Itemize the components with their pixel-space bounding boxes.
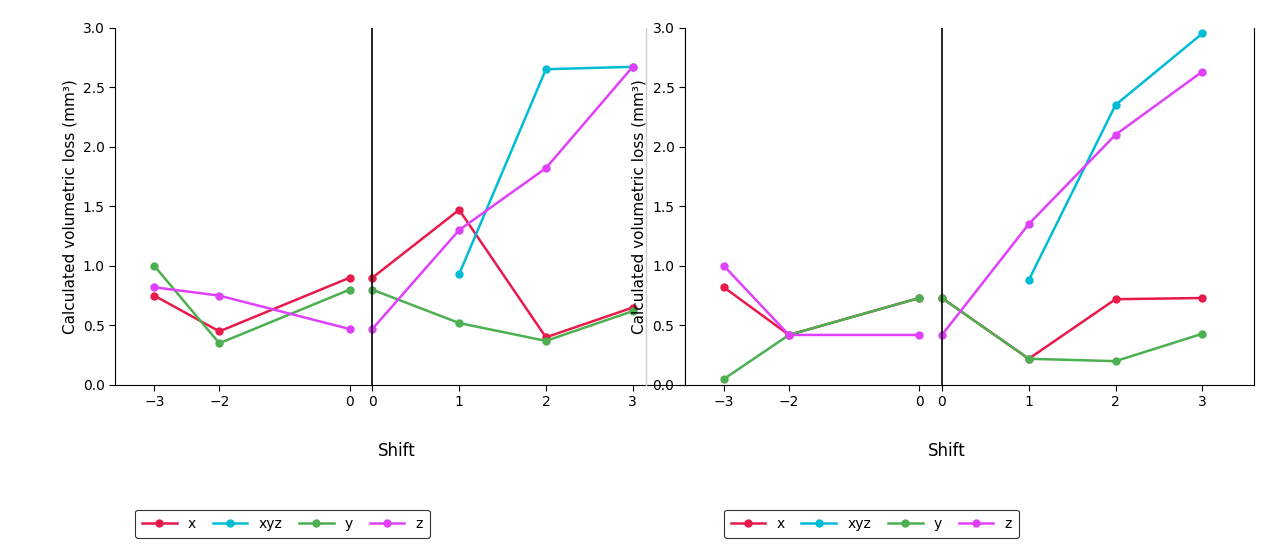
y [539,338,554,344]
x [911,295,927,301]
x [1108,296,1124,303]
Legend: x, xyz, y, z: x, xyz, y, z [134,510,430,537]
Line: y: y [151,262,353,346]
y [625,308,640,315]
Line: x: x [721,284,923,338]
xyz [539,66,554,73]
Line: xyz: xyz [456,63,636,278]
z [1194,68,1210,75]
y [211,340,227,346]
y [781,332,796,338]
Line: y: y [938,295,1206,365]
Line: xyz: xyz [1025,30,1206,284]
x [1194,295,1210,301]
z [625,64,640,70]
z [781,332,796,338]
z [452,227,467,233]
z [1021,221,1037,228]
y [911,295,927,301]
xyz [1194,30,1210,37]
x [781,332,796,338]
Line: y: y [369,286,636,344]
x [717,284,732,290]
Line: z: z [938,68,1206,338]
y [934,295,950,301]
z [911,332,927,338]
x [211,328,227,334]
Y-axis label: Calculated volumetric loss (mm³): Calculated volumetric loss (mm³) [632,79,646,334]
y [1021,355,1037,362]
y [1108,358,1124,365]
z [147,284,163,290]
Text: Shift: Shift [928,443,966,460]
Line: z: z [721,262,923,338]
y [147,262,163,269]
x [625,304,640,311]
Line: z: z [369,63,636,332]
Line: x: x [938,295,1206,362]
x [934,295,950,301]
z [342,326,357,332]
z [211,292,227,299]
Line: x: x [151,274,353,335]
z [717,262,732,269]
z [539,165,554,172]
xyz [452,271,467,277]
y [342,287,357,293]
Y-axis label: Calculated volumetric loss (mm³): Calculated volumetric loss (mm³) [63,79,77,334]
z [365,326,380,332]
Legend: x, xyz, y, z: x, xyz, y, z [723,510,1019,537]
Text: Shift: Shift [378,443,416,460]
xyz [1021,277,1037,283]
y [452,320,467,326]
Line: x: x [369,206,636,341]
y [1194,331,1210,337]
x [365,274,380,281]
z [934,332,950,338]
Line: y: y [721,295,923,382]
y [717,376,732,382]
Line: z: z [151,284,353,332]
xyz [625,64,640,70]
x [452,206,467,213]
x [147,292,163,299]
x [1021,355,1037,362]
z [1108,131,1124,138]
x [342,274,357,281]
x [539,334,554,340]
xyz [1108,102,1124,108]
y [365,287,380,293]
